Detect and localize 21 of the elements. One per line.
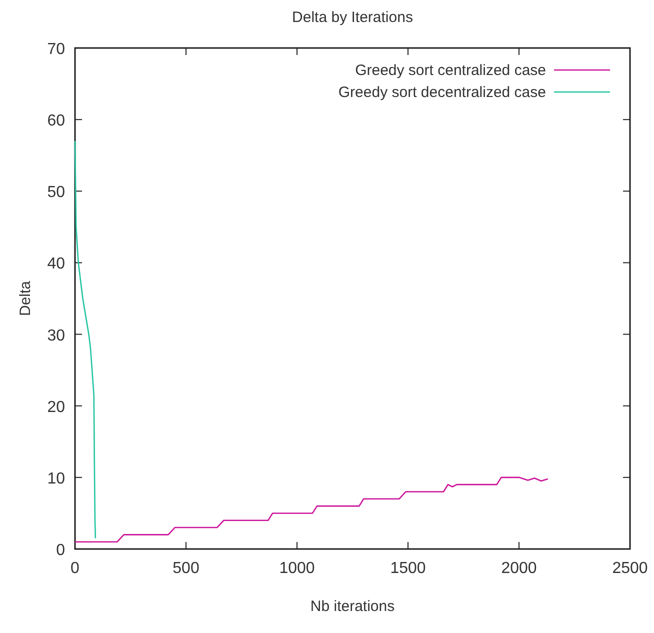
y-tick-label: 50 [47,184,66,202]
x-tick-label: 1500 [390,560,426,577]
legend-label: Greedy sort decentralized case [338,84,546,101]
y-tick-label: 20 [47,398,66,416]
x-axis-title: Nb iterations [310,598,395,615]
chart-title: Delta by Iterations [292,9,413,26]
y-tick-label: 10 [47,470,66,488]
y-tick-label: 0 [56,542,66,559]
x-tick-label: 0 [70,560,80,577]
line-series [74,476,549,542]
x-tick-label: 500 [172,560,200,577]
y-axis-title: Delta [17,280,34,316]
legend-label: Greedy sort centralized case [355,62,546,79]
line-series [74,140,96,539]
x-tick-label: 2000 [501,560,537,577]
y-tick-label: 60 [47,112,66,130]
x-tick-label: 2500 [612,560,648,577]
y-tick-label: 40 [47,256,66,273]
y-tick-label: 30 [47,327,66,344]
x-tick-label: 1000 [279,560,315,577]
y-tick-label: 70 [47,41,66,58]
